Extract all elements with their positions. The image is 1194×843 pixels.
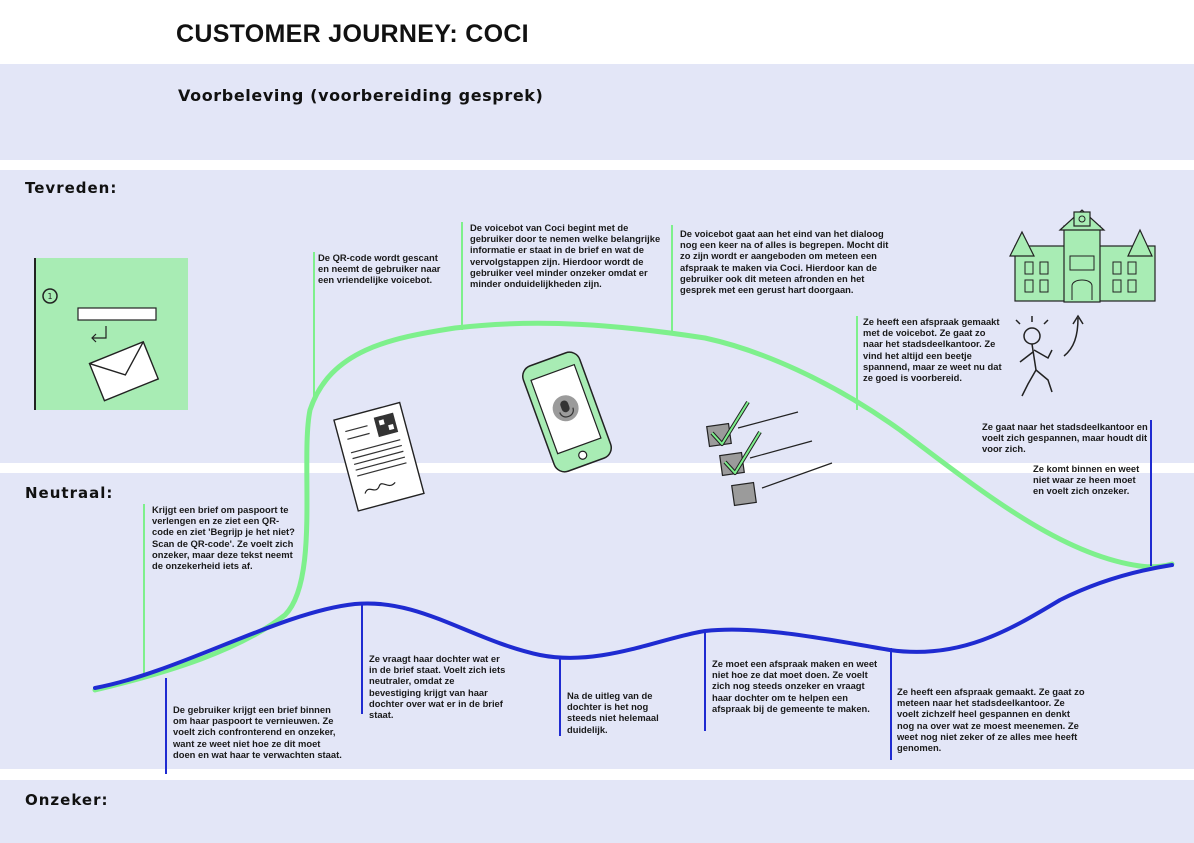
zone-label-uncertain: Onzeker: [25, 791, 109, 809]
page-title: CUSTOMER JOURNEY: COCI [176, 20, 529, 48]
envelope-icon [88, 340, 160, 402]
step-number-icon [42, 288, 58, 304]
zone-label-satisfied: Tevreden: [25, 179, 118, 197]
blue-journey-line [93, 563, 1174, 690]
phase-title: Voorbeleving (voorbereiding gesprek) [178, 86, 544, 105]
green-note-letter: Krijgt een brief om paspoort te verlenge… [152, 504, 295, 572]
blue-note-letter: De gebruiker krijgt een brief binnen om … [173, 704, 342, 760]
blue-note-explanation: Na de uitleg van de dochter is het nog s… [567, 690, 659, 735]
blue-note-appointment-made: Ze heeft een afspraak gemaakt. Ze gaat z… [897, 686, 1085, 754]
letter-illustration: 1 [34, 258, 188, 410]
green-note-appointment: Ze heeft een afspraak gemaakt met de voi… [863, 316, 1002, 384]
letter-slot-icon [77, 307, 157, 321]
blue-note-daughter: Ze vraagt haar dochter wat er in de brie… [369, 653, 506, 721]
green-note-qr-scan: De QR-code wordt gescant en neemt de geb… [318, 252, 441, 286]
walking-person-icon [1015, 314, 1084, 397]
blue-note-office-tense: Ze gaat naar het stadsdeelkantoor en voe… [982, 421, 1148, 455]
green-note-voicebot-end: De voicebot gaat aan het eind van het di… [680, 228, 889, 296]
qr-letter-icon [333, 401, 425, 512]
green-journey-line [92, 320, 1175, 693]
zone-label-neutral: Neutraal: [25, 484, 114, 502]
phone-icon [522, 351, 612, 473]
uncertain-band [0, 780, 1194, 843]
svg-text:1: 1 [47, 292, 52, 301]
blue-note-make-appointment: Ze moet een afspraak maken en weet niet … [712, 658, 878, 714]
green-note-voicebot-intro: De voicebot van Coci begint met de gebru… [470, 222, 661, 290]
checklist-icon [706, 400, 833, 507]
neutral-band [0, 473, 1194, 769]
town-hall-icon [1009, 209, 1156, 303]
phase-band [0, 64, 1194, 160]
blue-note-office-enter: Ze komt binnen en weet niet waar ze heen… [1033, 463, 1140, 497]
